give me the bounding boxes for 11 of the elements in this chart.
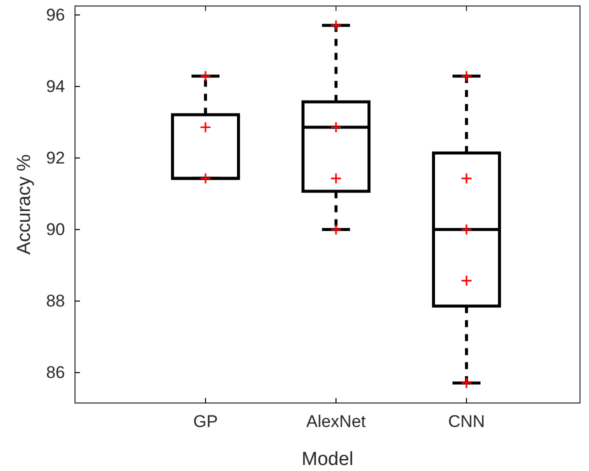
y-tick-label: 96	[46, 5, 65, 24]
y-tick-label: 94	[46, 76, 65, 96]
y-tick-label: 88	[46, 292, 65, 311]
y-tick-label: 90	[46, 220, 65, 239]
x-tick-label: CNN	[448, 412, 485, 432]
x-axis-title: Model	[302, 449, 354, 470]
y-axis-title: Accuracy %	[14, 154, 35, 255]
y-tick-label: 86	[46, 363, 65, 382]
x-tick-label: GP	[193, 412, 218, 432]
y-tick-label: 92	[46, 148, 65, 168]
x-tick-label: AlexNet	[306, 412, 366, 432]
